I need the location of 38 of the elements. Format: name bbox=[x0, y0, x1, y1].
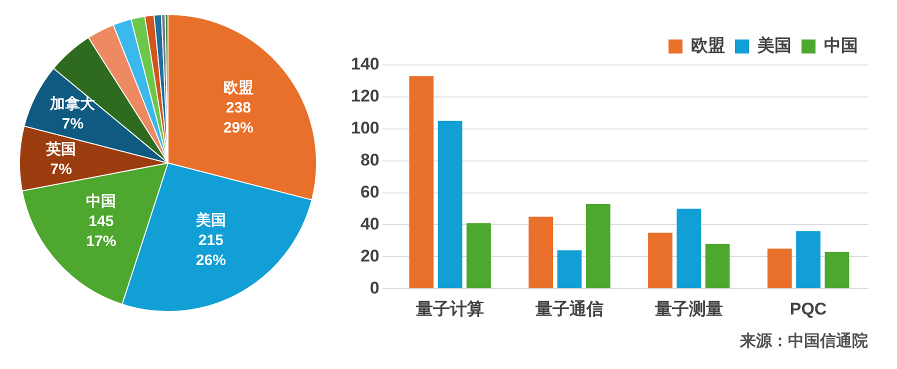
bar bbox=[676, 208, 702, 288]
bar bbox=[557, 250, 582, 288]
y-tick-label: 20 bbox=[360, 246, 380, 266]
y-tick-label: 0 bbox=[370, 278, 380, 298]
bar bbox=[648, 232, 672, 288]
y-tick-label: 60 bbox=[360, 182, 380, 202]
legend-label: 中国 bbox=[824, 36, 858, 56]
bar bbox=[438, 120, 462, 288]
bar bbox=[705, 244, 730, 288]
slice-label: 英国 bbox=[45, 140, 76, 158]
y-tick-label: 80 bbox=[360, 150, 380, 170]
y-tick-label: 100 bbox=[350, 118, 380, 138]
slice-label: 加拿大 bbox=[49, 96, 96, 113]
data-label: 7% bbox=[50, 160, 72, 178]
x-tick-label: PQC bbox=[790, 299, 827, 318]
x-tick-label: 量子通信 bbox=[534, 299, 604, 318]
data-label: 238 29% bbox=[223, 100, 254, 137]
bar bbox=[528, 216, 553, 288]
y-tick-label: 140 bbox=[350, 54, 380, 74]
data-label: 215 26% bbox=[196, 232, 226, 270]
y-tick-label: 40 bbox=[360, 214, 380, 234]
bar bbox=[466, 223, 491, 288]
bar bbox=[586, 204, 610, 288]
data-label: 7% bbox=[62, 116, 84, 133]
slice-label: 欧盟 bbox=[223, 80, 254, 97]
x-tick-label: 量子计算 bbox=[415, 299, 484, 318]
y-tick-label: 120 bbox=[350, 86, 380, 106]
bar bbox=[767, 248, 792, 288]
bar bbox=[796, 231, 820, 288]
data-label: 145 17% bbox=[86, 213, 116, 250]
slice-label: 中国 bbox=[86, 193, 116, 210]
bar bbox=[824, 252, 850, 288]
source-note: 来源：中国信通院 bbox=[738, 331, 868, 352]
legend-label: 美国 bbox=[756, 36, 792, 56]
bar bbox=[409, 76, 434, 288]
legend-label: 欧盟 bbox=[691, 36, 725, 56]
slice-label: 美国 bbox=[194, 211, 226, 230]
x-tick-label: 量子测量 bbox=[654, 299, 723, 318]
